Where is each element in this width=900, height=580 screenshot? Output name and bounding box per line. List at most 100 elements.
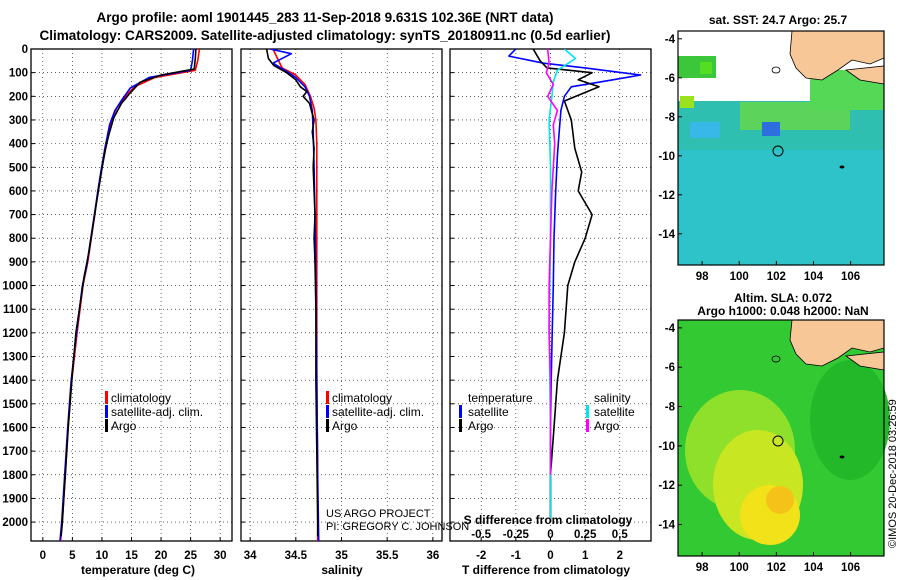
depth-tick-label: 900 [9, 257, 28, 269]
depth-tick-label: 2000 [2, 517, 28, 529]
credit-project: US ARGO PROJECT [326, 508, 431, 520]
legend-title-salinity: salinity [594, 391, 631, 405]
sla-profile-marker [772, 435, 784, 447]
credit-pi: PI: GREGORY C. JOHNSON [326, 521, 469, 533]
legend-label-temp-argo: Argo [468, 419, 494, 433]
series-line-temperature-argo [532, 49, 600, 523]
depth-tick-label: 1400 [2, 375, 28, 387]
map-lon-label: 106 [841, 271, 860, 283]
sla-low-region [810, 360, 890, 480]
depth-tick-label: 1900 [2, 493, 28, 505]
sst-warm-patch [700, 62, 712, 74]
x-tick-label: 34 [244, 550, 257, 562]
sst-profile-marker [772, 145, 784, 157]
map-lon-label: 106 [841, 562, 860, 574]
difference-top-label: S difference from climatology [464, 513, 633, 527]
temperature-lines [59, 49, 201, 541]
map-lat-label: -6 [665, 362, 675, 374]
legend-label-temp-satellite: satellite [468, 405, 509, 419]
depth-tick-label: 1600 [2, 422, 28, 434]
sst-cool-region [678, 150, 884, 265]
legend-title-temperature: temperature [468, 391, 533, 405]
sla-map-title2: Argo h1000: 0.048 h2000: NaN [697, 304, 868, 318]
map-lat-label: -8 [665, 402, 676, 414]
top-tick-label: -0.25 [503, 529, 530, 541]
x-tick-label: 5 [69, 550, 76, 562]
depth-tick-label: 1700 [2, 446, 28, 458]
x-tick-label: 0 [547, 550, 553, 562]
map-lon-label: 100 [730, 271, 749, 283]
legend-swatch-temp-satellite [459, 405, 462, 418]
x-tick-label: 35 [335, 550, 348, 562]
sla-map-frame [677, 319, 885, 557]
sla-island [839, 455, 845, 459]
legend-label-sal-argo: Argo [594, 419, 620, 433]
x-tick-label: 20 [155, 550, 168, 562]
map-lat-label: -14 [658, 229, 675, 241]
map-lat-label: -12 [658, 480, 675, 492]
sla-map [677, 319, 890, 557]
series-line-salinity-argo [545, 49, 559, 475]
map-lat-label: -10 [658, 151, 675, 163]
sla-peak-region [766, 486, 794, 514]
sst-map [677, 30, 885, 266]
depth-tick-label: 500 [9, 162, 28, 174]
sst-cold-patch [690, 122, 720, 138]
depth-tick-label: 600 [9, 186, 28, 198]
legend-swatch-argo [326, 419, 329, 432]
difference-lines [508, 49, 642, 523]
legend-swatch-satellite [105, 405, 108, 418]
top-tick-label: -0.5 [471, 529, 491, 541]
temperature-legend: climatology satellite-adj. clim. Argo [105, 391, 203, 433]
legend-swatch-sal-satellite [586, 405, 589, 418]
depth-tick-label: 0 [22, 44, 28, 56]
map-lat-label: -8 [665, 112, 676, 124]
depth-tick-label: 1100 [3, 304, 28, 316]
map-lon-label: 98 [696, 271, 709, 283]
map-lon-label: 98 [696, 562, 709, 574]
sst-map-title: sat. SST: 24.7 Argo: 25.7 [709, 13, 848, 27]
depth-tick-label: 300 [9, 115, 28, 127]
series-line-argo [265, 49, 319, 537]
salinity-xlabel: salinity [321, 563, 363, 577]
depth-tick-label: 1500 [2, 399, 28, 411]
map-lat-label: -12 [658, 190, 675, 202]
legend-swatch-climatology [326, 391, 329, 404]
x-tick-labels: 0 5 10 15 20 25 30 34 34.5 35 35.5 36 -2 -1 0 1 2 -0.5 -0.… [40, 529, 629, 562]
sla-island [771, 355, 781, 363]
salinity-lines [265, 49, 320, 541]
x-tick-label: 34.5 [285, 550, 308, 562]
depth-tick-label: 800 [9, 233, 28, 245]
map-lat-label: -4 [665, 323, 676, 335]
imos-watermark: ©IMOS 20-Dec-2018 03:26:59 [887, 399, 899, 548]
sst-cold-patch [762, 122, 780, 136]
salinity-panel-frame [240, 48, 443, 542]
x-tick-label: 30 [214, 550, 227, 562]
depth-tick-labels: 0 100 200 300 400 500 600 700 800 900 1000 1100 1200… [2, 44, 28, 529]
difference-xlabel: T difference from climatology [462, 563, 630, 577]
map-lon-label: 104 [804, 562, 824, 574]
legend-label-satellite: satellite-adj. clim. [332, 405, 424, 419]
sst-island [839, 165, 845, 169]
series-line-argo [60, 49, 197, 537]
figure-title-line1: Argo profile: aoml 1901445_283 11-Sep-20… [96, 10, 554, 25]
map-lon-label: 104 [804, 271, 824, 283]
legend-swatch-satellite [326, 405, 329, 418]
sst-map-frame [677, 30, 885, 266]
sst-warm-patch [680, 96, 694, 108]
top-tick-label: 0.5 [612, 529, 629, 541]
x-tick-label: 25 [184, 550, 197, 562]
map-tick-labels: -4 -6 -8 -10 -12 -14 98 100 102 104 106 -4 -6 -8 -10 -1… [658, 34, 860, 574]
depth-tick-label: 100 [9, 68, 28, 80]
depth-tick-label: 1000 [2, 281, 28, 293]
map-lat-label: -14 [658, 520, 675, 532]
depth-tick-label: 1200 [2, 328, 28, 340]
x-tick-label: 10 [96, 550, 109, 562]
map-lat-label: -10 [658, 441, 675, 453]
sla-map-title1: Altim. SLA: 0.072 [734, 291, 832, 305]
x-tick-label: -2 [476, 550, 486, 562]
difference-legend: temperature satellite Argo salinity sate… [459, 391, 635, 433]
legend-label-argo: Argo [332, 419, 358, 433]
x-tick-label: 0 [40, 550, 46, 562]
